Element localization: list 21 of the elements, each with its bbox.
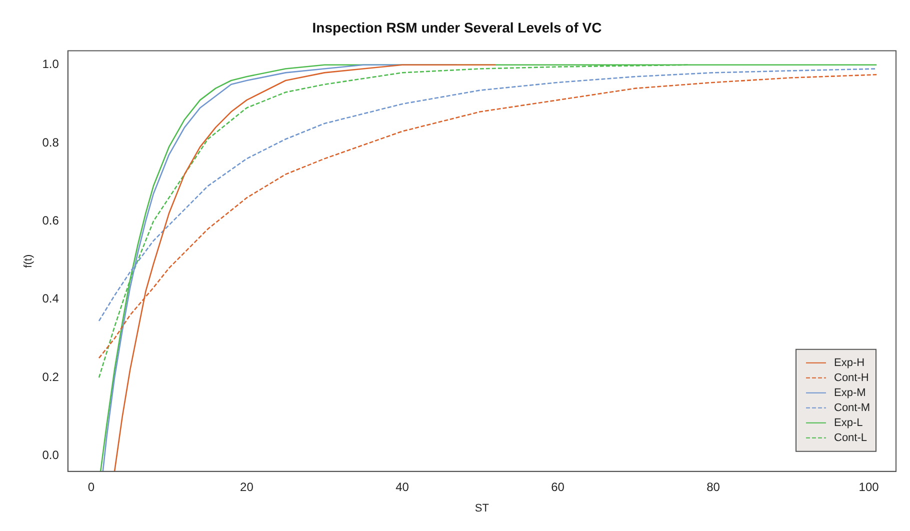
y-tick-label: 0.8 — [42, 135, 60, 150]
y-tick-label: 1.0 — [42, 57, 60, 72]
legend-label: Exp-L — [834, 416, 863, 429]
x-tick-label: 80 — [706, 480, 720, 494]
x-tick-label: 60 — [551, 480, 565, 494]
x-axis-title: ST — [474, 502, 490, 514]
x-tick-label: 0 — [88, 480, 95, 494]
legend-label: Exp-H — [834, 356, 865, 369]
legend-label: Cont-H — [834, 372, 869, 384]
chart-title: Inspection RSM under Several Levels of VC — [312, 19, 602, 36]
x-tick-label: 100 — [858, 480, 880, 494]
legend-label: Exp-M — [834, 386, 866, 399]
y-axis-title: f(t) — [22, 254, 35, 268]
y-tick-label: 0.2 — [42, 370, 60, 384]
y-tick-label: 0.0 — [42, 448, 60, 462]
legend-label: Cont-M — [834, 402, 870, 414]
x-tick-label: 20 — [240, 480, 254, 494]
y-tick-label: 0.4 — [42, 292, 60, 306]
x-tick-label: 40 — [396, 480, 410, 494]
legend-label: Cont-L — [834, 432, 868, 444]
y-tick-label: 0.6 — [42, 214, 60, 228]
